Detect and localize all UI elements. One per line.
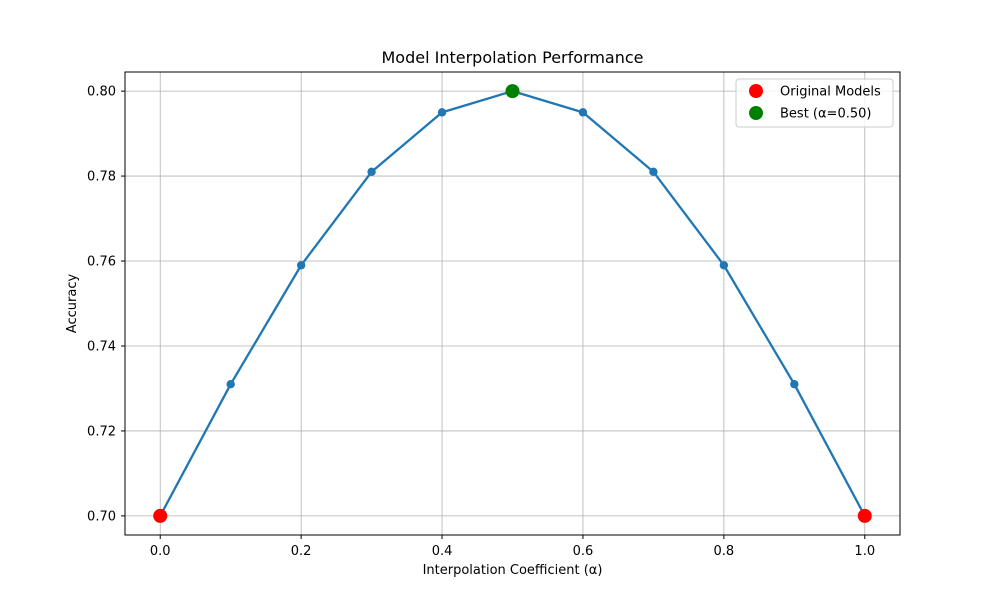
- grid: [125, 72, 900, 535]
- ticks: 0.0 0.2 0.4 0.6 0.8 1.0 0.70 0.72 0.74 0.76 0.78 0.…: [87, 85, 875, 559]
- x-tick-label-2: 0.4: [432, 544, 453, 559]
- legend-marker-best: [749, 106, 763, 120]
- data-point-3: [367, 167, 376, 177]
- plot-frame: [124, 71, 901, 536]
- x-tick-label-4: 0.8: [714, 544, 735, 559]
- y-tick-label-3: 0.76: [87, 255, 116, 270]
- legend-label-best: Best (α=0.50): [780, 107, 871, 122]
- data-point-9: [790, 380, 799, 389]
- y-tick-label-0: 0.70: [87, 509, 116, 524]
- x-tick-label-3: 0.6: [573, 544, 594, 559]
- legend-label-original-models: Original Models: [780, 85, 881, 100]
- x-tick-label-0: 0.0: [150, 544, 171, 559]
- data-point-4: [437, 108, 447, 117]
- series-line-0: [159, 89, 866, 517]
- chart-title: Model Interpolation Performance: [382, 48, 644, 67]
- highlight-point-0-0: [153, 508, 168, 523]
- data-point-6: [578, 108, 588, 117]
- data-point-1: [226, 380, 235, 389]
- series-layer: [156, 86, 869, 521]
- data-point-2: [296, 261, 306, 270]
- y-tick-label-5: 0.80: [87, 85, 116, 100]
- data-point-8: [719, 261, 729, 270]
- legend-box: [735, 78, 894, 128]
- y-axis-label: Accuracy: [65, 274, 80, 334]
- y-tick-label-2: 0.74: [87, 339, 116, 354]
- data-point-7: [649, 167, 658, 177]
- highlight-point-0-1: [857, 508, 872, 523]
- y-tick-label-4: 0.78: [87, 170, 116, 185]
- y-tick-label-1: 0.72: [87, 424, 116, 439]
- legend: Original Models Best (α=0.50): [735, 78, 894, 128]
- x-tick-label-5: 1.0: [854, 544, 875, 559]
- legend-marker-original-models: [749, 84, 763, 98]
- highlight-point-1-0: [505, 84, 520, 99]
- highlight-layer: [153, 84, 872, 523]
- x-tick-label-1: 0.2: [291, 544, 312, 559]
- x-axis-label: Interpolation Coefficient (α): [423, 563, 603, 578]
